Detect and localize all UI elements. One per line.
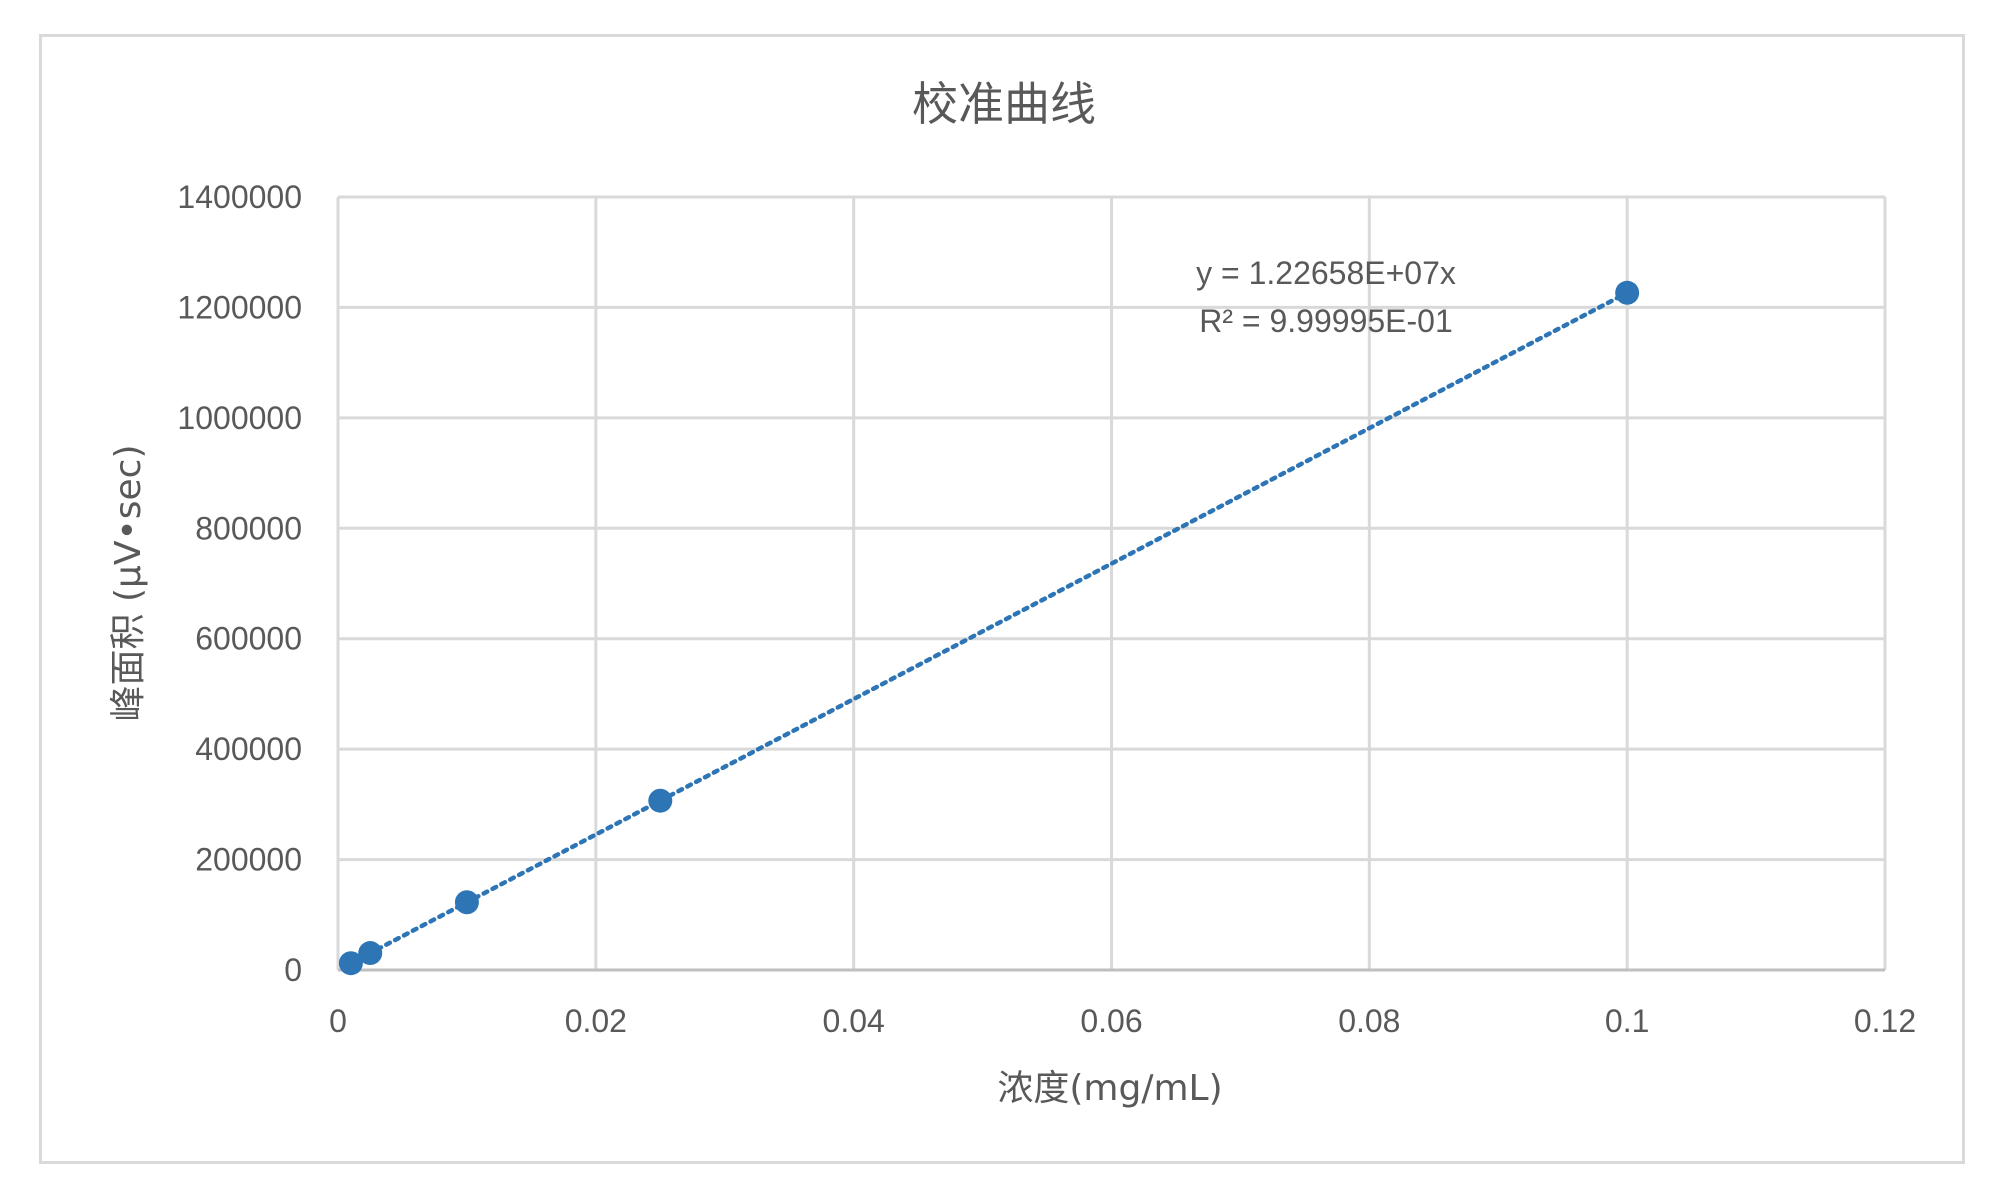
data-point — [648, 788, 673, 813]
x-tick-label: 0.04 — [823, 1003, 885, 1039]
chart-title: 校准曲线 — [912, 77, 1096, 131]
data-point — [358, 941, 383, 966]
grid-lines — [338, 195, 1887, 970]
y-tick-label: 400000 — [195, 731, 302, 767]
data-points — [338, 280, 1640, 976]
x-tick-label: 0.02 — [565, 1003, 627, 1039]
data-point — [454, 890, 479, 915]
y-tick-label: 600000 — [195, 621, 302, 657]
y-tick-labels: 0 200000 400000 600000 800000 1000000 1200000 1… — [177, 179, 302, 988]
x-tick-label: 0.1 — [1605, 1003, 1649, 1039]
y-tick-label: 1200000 — [177, 289, 302, 325]
trendline-r-squared: R² = 9.99995E-01 — [1199, 303, 1453, 339]
x-tick-label: 0.06 — [1080, 1003, 1142, 1039]
chart-frame — [39, 34, 1965, 1164]
trendline — [348, 290, 1630, 966]
x-tick-label: 0.08 — [1338, 1003, 1400, 1039]
y-axis-title: 峰面积 (μV•sec) — [108, 445, 149, 722]
y-tick-label: 1400000 — [177, 179, 302, 215]
data-point — [338, 951, 363, 976]
data-point — [1615, 280, 1640, 305]
y-tick-label: 800000 — [195, 510, 302, 546]
trendline-layer — [348, 290, 1630, 966]
axes — [336, 197, 1885, 972]
y-tick-label: 0 — [284, 952, 302, 988]
x-tick-label: 0.12 — [1854, 1003, 1916, 1039]
x-axis-title: 浓度(mg/mL) — [997, 1068, 1222, 1109]
y-tick-label: 1000000 — [177, 400, 302, 436]
y-tick-label: 200000 — [195, 842, 302, 878]
trendline-equation: y = 1.22658E+07x — [1196, 255, 1456, 291]
x-tick-labels: 0 0.02 0.04 0.06 0.08 0.1 0.12 — [329, 1003, 1916, 1039]
x-tick-label: 0 — [329, 1003, 347, 1039]
